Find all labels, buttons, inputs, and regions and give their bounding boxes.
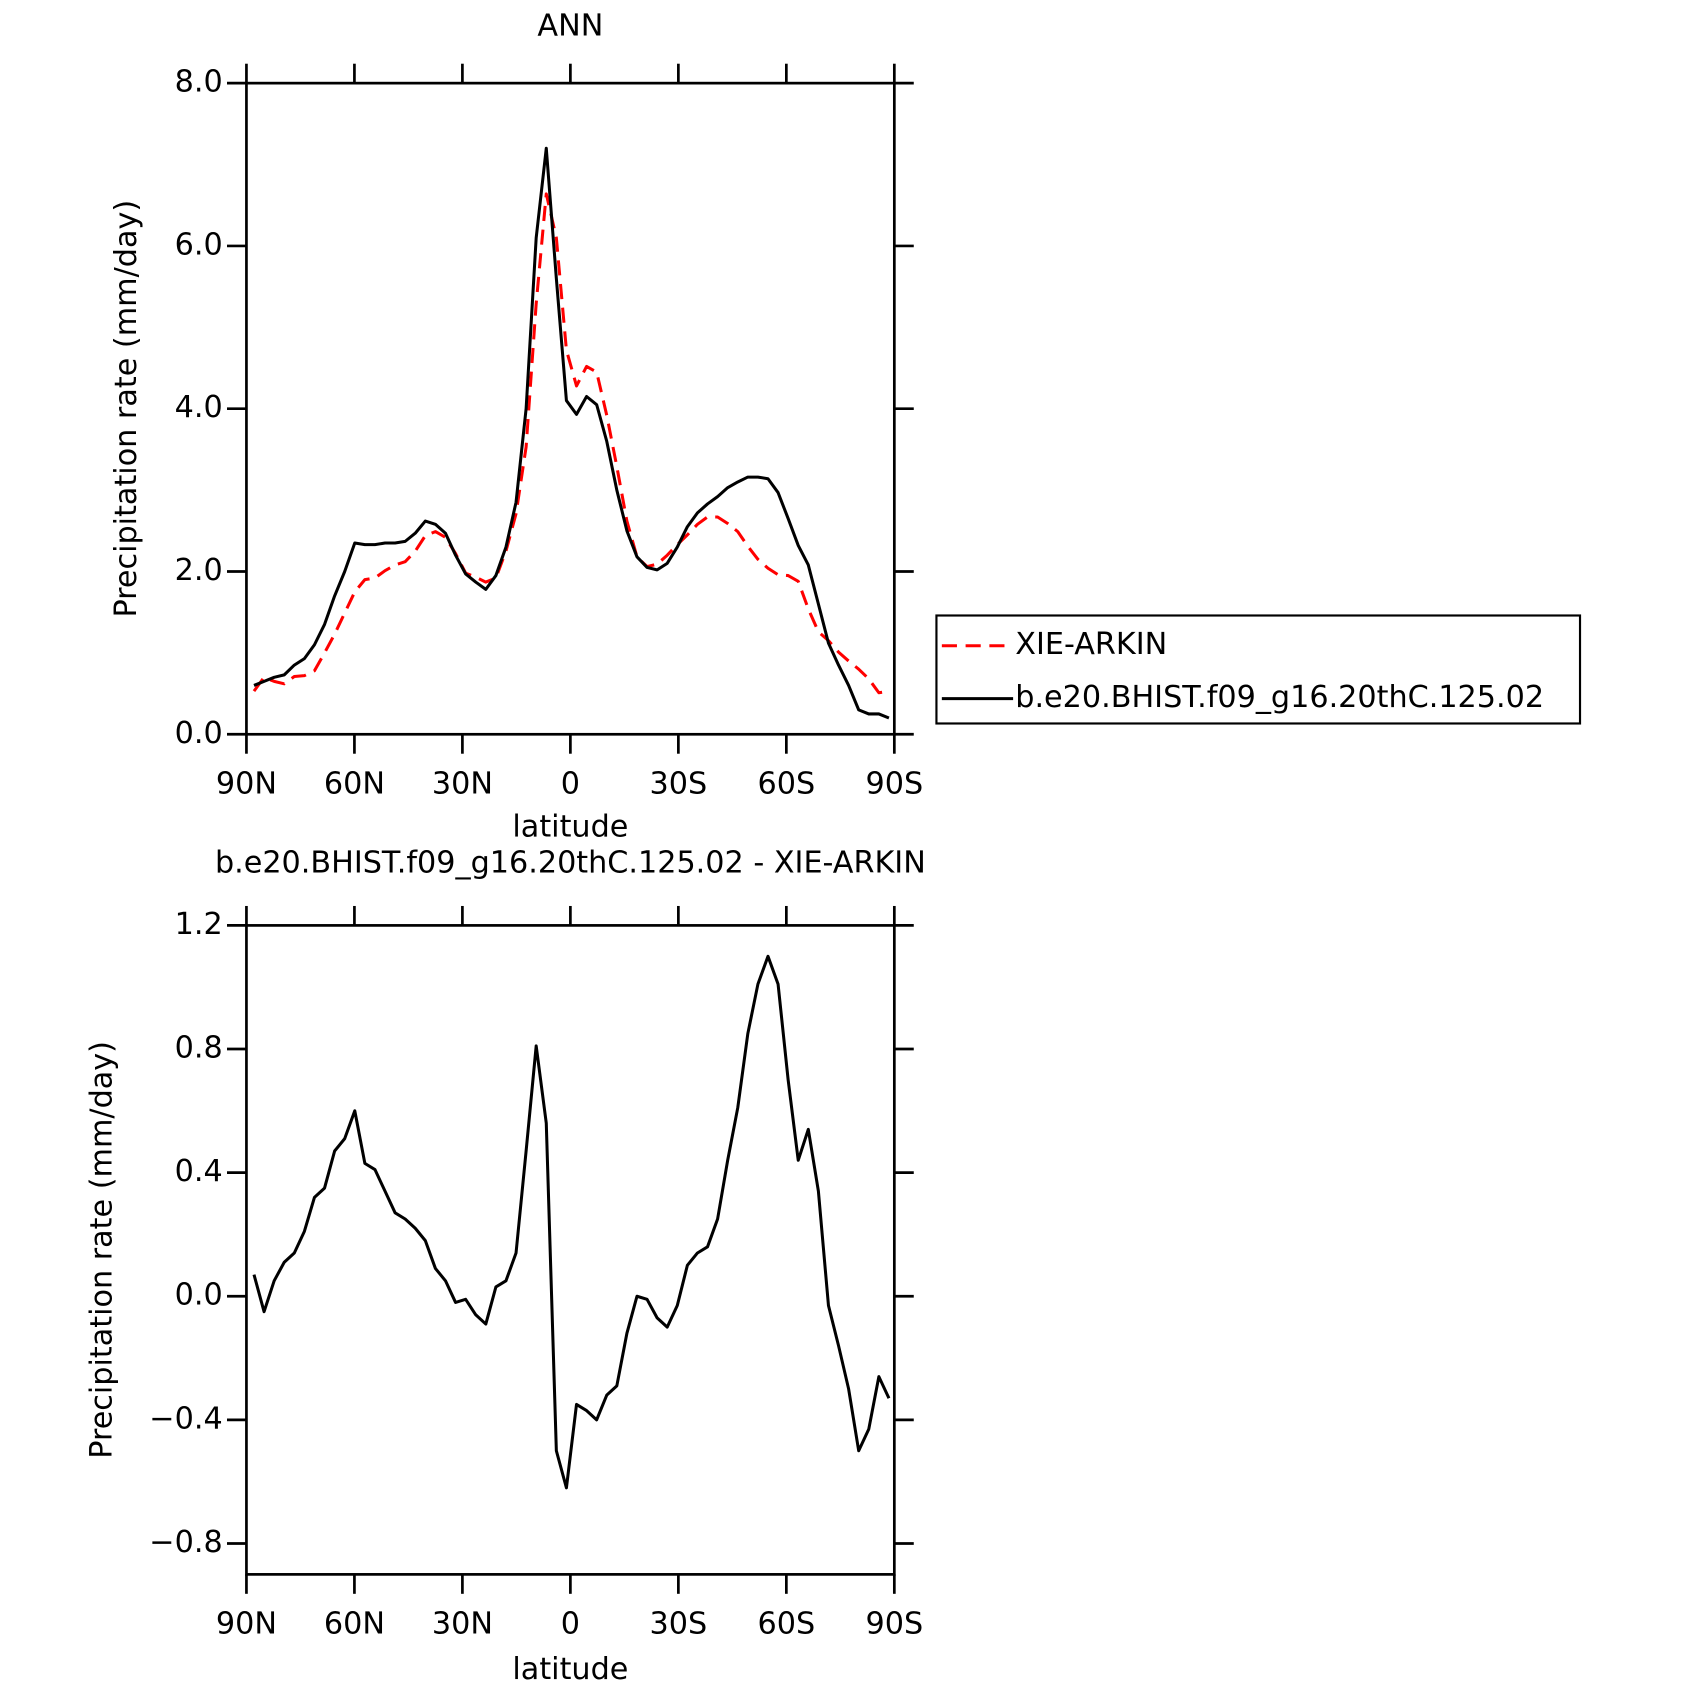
x-axis-label: latitude (512, 1652, 628, 1687)
y-tick-label: 0.0 (175, 716, 223, 751)
y-tick-label: 4.0 (175, 390, 223, 425)
y-tick-label: −0.4 (149, 1401, 222, 1436)
y-tick-label: 0.0 (175, 1278, 223, 1313)
x-tick-label: 90N (216, 767, 277, 802)
legend-label: XIE-ARKIN (1015, 627, 1167, 662)
x-axis-label: latitude (512, 810, 628, 845)
y-tick-label: 6.0 (175, 227, 223, 262)
y-tick-label: 0.4 (175, 1154, 223, 1189)
data-line (252, 954, 891, 1490)
y-axis-label: Precipitation rate (mm/day) (109, 200, 144, 618)
legend-label: b.e20.BHIST.f09_g16.20thC.125.02 (1015, 680, 1544, 715)
x-tick-label: 60S (758, 1607, 816, 1642)
x-tick-label: 30S (650, 1607, 708, 1642)
y-tick-label: 0.8 (175, 1031, 223, 1066)
y-tick-label: 2.0 (175, 553, 223, 588)
x-tick-label: 60S (758, 767, 816, 802)
plot-frame (245, 924, 896, 1576)
chart-title: ANN (537, 8, 603, 43)
x-tick-label: 30N (432, 1607, 493, 1642)
x-tick-label: 30N (432, 767, 493, 802)
data-line (252, 192, 890, 695)
y-tick-label: 1.2 (175, 907, 223, 942)
chart-title: b.e20.BHIST.f09_g16.20thC.125.02 - XIE-A… (215, 845, 926, 880)
y-tick-label: −0.8 (149, 1525, 222, 1560)
x-tick-label: 60N (324, 1607, 385, 1642)
x-tick-label: 0 (561, 1607, 580, 1642)
data-line (253, 146, 890, 720)
x-tick-label: 90S (866, 1607, 924, 1642)
legend-box (935, 614, 1582, 725)
x-tick-label: 90S (866, 767, 924, 802)
x-tick-label: 0 (561, 767, 580, 802)
x-tick-label: 60N (324, 767, 385, 802)
y-tick-label: 8.0 (175, 65, 223, 100)
x-tick-label: 90N (216, 1607, 277, 1642)
plot-frame (245, 81, 896, 736)
y-axis-label: Precipitation rate (mm/day) (84, 1041, 119, 1459)
x-tick-label: 30S (650, 767, 708, 802)
